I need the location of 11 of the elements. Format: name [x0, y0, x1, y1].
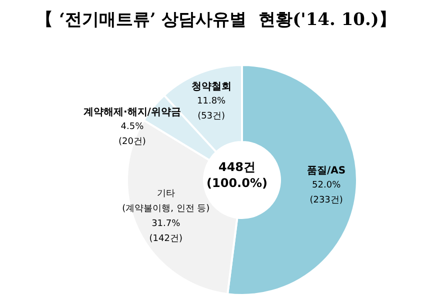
text: (100.0%)	[206, 176, 268, 190]
slice-label: 계약해제·해지/위약금	[83, 106, 181, 118]
data-label: 52.0% (233건)	[310, 180, 343, 206]
data-label: 4.5% (20건)	[118, 122, 146, 147]
data-label: 11.8% (53건)	[197, 96, 226, 122]
slice-label: 청약철회	[191, 80, 232, 92]
chart-title: 【 ‘전기매트류’ 상담사유별 현황('14. 10.)】	[35, 9, 397, 32]
slice-label: 품질/AS	[307, 164, 346, 176]
data-label: 31.7% (142건)	[149, 219, 182, 244]
slice-label: 기타 (계약불이행, 인전 등)	[122, 189, 210, 214]
text: 448건	[218, 160, 256, 174]
